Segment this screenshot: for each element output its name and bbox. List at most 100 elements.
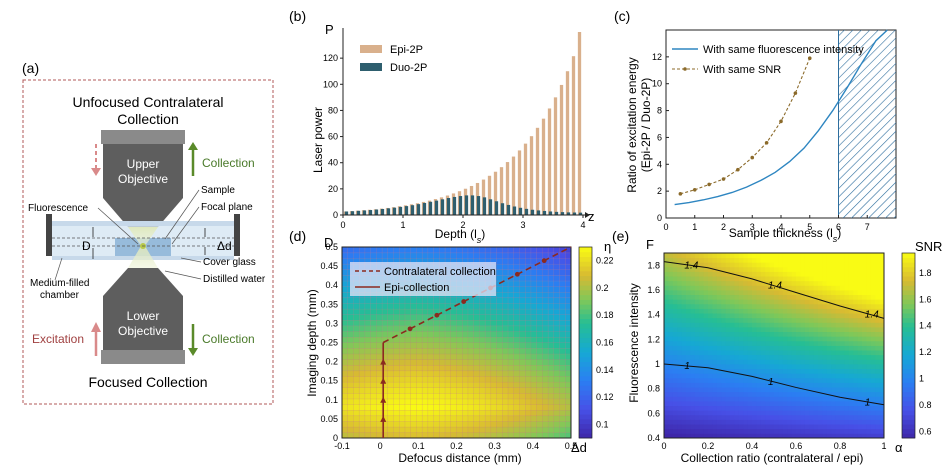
heatmap-cell — [370, 392, 377, 400]
heatmap-cell — [708, 336, 713, 342]
heatmap-cell — [752, 364, 757, 370]
heatmap-cell — [490, 381, 498, 388]
heatmap-cell — [427, 331, 435, 338]
heatmap-cell — [743, 387, 748, 393]
heatmap-cell — [813, 414, 819, 420]
heatmap-cell — [536, 432, 543, 439]
heatmap-cell — [686, 396, 691, 402]
heatmap-cell — [358, 409, 366, 417]
heatmap-cell — [862, 317, 867, 323]
heatmap-cell — [738, 391, 744, 397]
heatmap-cell — [774, 401, 779, 407]
heatmap-cell — [421, 302, 429, 310]
heatmap-cell — [513, 387, 520, 394]
heatmap-cell — [347, 432, 354, 439]
heatmap-cell — [473, 325, 480, 332]
heatmap-cell — [404, 392, 412, 400]
heatmap-cell — [672, 382, 678, 388]
heatmap-cell — [760, 350, 766, 356]
heatmap-cell — [730, 253, 735, 259]
heatmap-cell — [804, 257, 810, 263]
legend-label: With same fluorescence intensity — [703, 44, 864, 56]
heatmap-cell — [866, 345, 872, 351]
heatmap-cell — [519, 353, 526, 360]
heatmap-cell — [519, 381, 526, 388]
heatmap-cell — [840, 308, 845, 314]
heatmap-cell — [690, 285, 696, 291]
heatmap-cell — [536, 409, 543, 417]
heatmap-cell — [672, 276, 678, 282]
heatmap-cell — [747, 368, 753, 374]
heatmap-cell — [791, 377, 797, 383]
heatmap-cell — [462, 308, 469, 315]
heatmap-cell — [862, 428, 867, 434]
heatmap-cell — [857, 257, 863, 263]
heatmap-cell — [752, 253, 757, 259]
heatmap-cell — [818, 359, 823, 365]
heatmap-cell — [699, 424, 704, 430]
heatmap-cell — [730, 294, 735, 300]
heatmap-cell — [536, 336, 543, 344]
heatmap-cell — [866, 359, 872, 365]
heatmap-cell — [747, 382, 753, 388]
heatmap-cell — [844, 424, 850, 430]
heatmap-cell — [840, 428, 845, 434]
heatmap-cell — [427, 297, 435, 304]
panel-e-xlabel: Collection ratio (contralateral / epi) — [681, 451, 864, 465]
heatmap-cell — [439, 404, 446, 411]
heatmap-cell — [862, 313, 867, 319]
heatmap-cell — [416, 387, 423, 394]
heatmap-cell — [699, 391, 704, 397]
heatmap-cell — [800, 414, 806, 420]
heatmap-cell — [347, 359, 354, 366]
heatmap-cell — [769, 262, 775, 268]
contralateral-arrowhead — [461, 299, 467, 304]
heatmap-cell — [831, 424, 836, 430]
heatmap-cell — [791, 345, 797, 351]
heatmap-cell — [347, 398, 354, 405]
heatmap-cell — [462, 404, 469, 411]
heatmap-cell — [765, 364, 770, 370]
heatmap-cell — [831, 350, 836, 356]
heatmap-cell — [525, 381, 532, 388]
colorbar-tick-label: 0.8 — [919, 400, 932, 410]
heatmap-cell — [358, 314, 366, 321]
heatmap-cell — [716, 327, 722, 333]
heatmap-cell — [848, 271, 854, 277]
heatmap-cell — [393, 398, 400, 405]
heatmap-cell — [358, 420, 366, 428]
heatmap-cell — [822, 280, 828, 286]
heatmap-cell — [730, 336, 735, 342]
duo-bar — [512, 206, 517, 215]
heatmap-cell — [796, 313, 801, 319]
heatmap-cell — [672, 364, 678, 370]
heatmap-cell — [690, 391, 696, 397]
heatmap-cell — [734, 391, 740, 397]
heatmap-cell — [721, 290, 726, 296]
heatmap-cell — [747, 428, 753, 434]
heatmap-cell — [410, 409, 417, 417]
heatmap-cell — [818, 345, 823, 351]
heatmap-cell — [502, 336, 509, 344]
heatmap-cell — [664, 336, 669, 342]
heatmap-cell — [831, 331, 836, 337]
heatmap-cell — [427, 387, 435, 394]
heatmap-cell — [699, 290, 704, 296]
colorbar-segment — [902, 414, 915, 420]
heatmap-cell — [809, 414, 814, 420]
same-snr-marker — [678, 192, 683, 196]
heatmap-cell — [831, 354, 836, 360]
heatmap-cell — [456, 319, 463, 327]
heatmap-cell — [774, 308, 779, 314]
heatmap-cell — [404, 376, 412, 383]
heatmap-cell — [672, 253, 678, 259]
heatmap-cell — [484, 246, 492, 254]
heatmap-cell — [875, 382, 880, 388]
heatmap-cell — [853, 276, 858, 282]
heatmap-cell — [831, 401, 836, 407]
heatmap-cell — [479, 246, 486, 254]
heatmap-cell — [866, 262, 872, 268]
heatmap-cell — [694, 308, 700, 314]
heatmap-cell — [699, 354, 704, 360]
heatmap-cell — [875, 340, 880, 346]
